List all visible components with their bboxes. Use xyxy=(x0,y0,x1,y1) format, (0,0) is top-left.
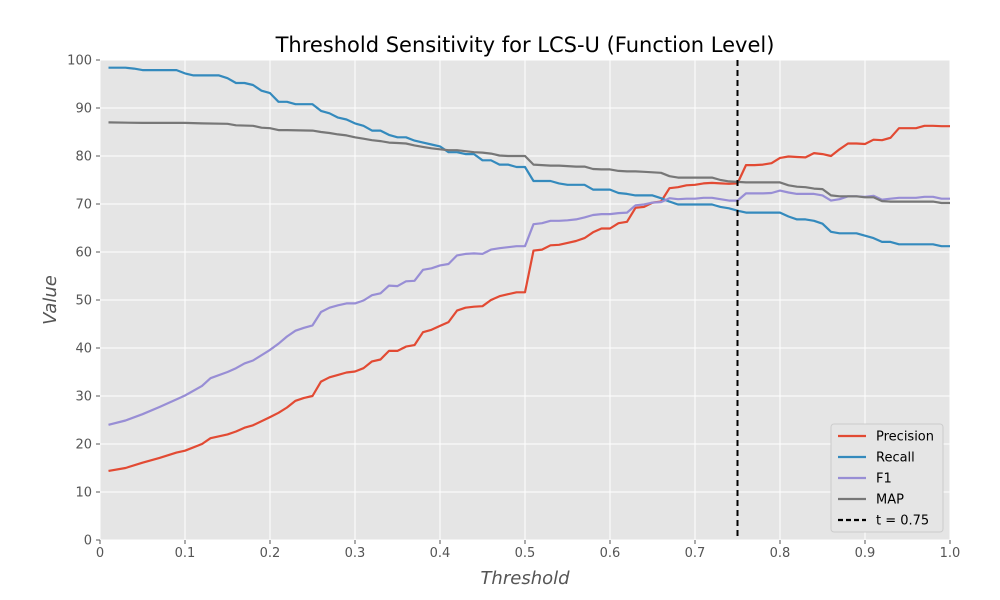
legend: Precision Recall F1 MAP t = 0.75 xyxy=(830,423,944,533)
x-tick-label: 0.3 xyxy=(345,546,366,561)
y-tick-label: 10 xyxy=(75,486,92,501)
x-tick-label: 0.4 xyxy=(430,546,451,561)
x-tick-label: 0.1 xyxy=(175,546,196,561)
y-tick-label: 80 xyxy=(75,150,92,165)
y-axis-label: Value xyxy=(40,275,61,325)
x-tick-label: 0.8 xyxy=(770,546,791,561)
series-line-precision xyxy=(108,124,950,472)
x-axis-label: Threshold xyxy=(480,568,570,589)
legend-label-map: MAP xyxy=(876,493,904,508)
series-lines xyxy=(108,66,950,472)
x-tick-label: 1.0 xyxy=(940,546,961,561)
y-tick-label: 30 xyxy=(75,390,92,405)
y-tick-label: 60 xyxy=(75,246,92,261)
y-axis-ticks: 0 10 20 30 40 50 60 70 80 90 100 xyxy=(67,54,100,549)
x-tick-label: 0.6 xyxy=(600,546,621,561)
legend-label-threshold: t = 0.75 xyxy=(876,514,929,529)
legend-box xyxy=(830,423,944,533)
y-tick-label: 20 xyxy=(75,438,92,453)
y-tick-label: 100 xyxy=(67,54,92,69)
x-tick-label: 0.7 xyxy=(685,546,706,561)
x-axis-ticks: 0 0.1 0.2 0.3 0.4 0.5 0.6 0.7 0.8 0.9 1.0 xyxy=(96,540,960,561)
chart-title: Threshold Sensitivity for LCS-U (Functio… xyxy=(275,33,775,57)
x-tick-label: 0 xyxy=(96,546,104,561)
series-line-recall xyxy=(108,66,950,248)
x-tick-label: 0.5 xyxy=(515,546,536,561)
y-tick-label: 70 xyxy=(75,198,92,213)
x-tick-label: 0.9 xyxy=(855,546,876,561)
series-line-f1 xyxy=(108,189,950,426)
legend-label-precision: Precision xyxy=(876,430,934,445)
series-line-map xyxy=(108,121,950,205)
legend-label-f1: F1 xyxy=(876,472,892,487)
y-tick-label: 50 xyxy=(75,294,92,309)
x-tick-label: 0.2 xyxy=(260,546,281,561)
y-tick-label: 40 xyxy=(75,342,92,357)
y-tick-label: 90 xyxy=(75,102,92,117)
y-tick-label: 0 xyxy=(84,534,92,549)
legend-label-recall: Recall xyxy=(876,451,915,466)
